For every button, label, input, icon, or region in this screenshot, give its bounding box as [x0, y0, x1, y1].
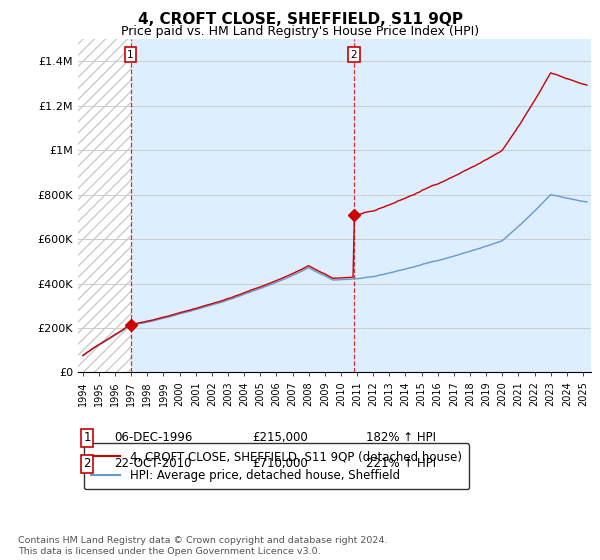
Text: 2: 2 [83, 457, 91, 470]
Text: 182% ↑ HPI: 182% ↑ HPI [366, 431, 436, 445]
Text: Contains HM Land Registry data © Crown copyright and database right 2024.
This d: Contains HM Land Registry data © Crown c… [18, 536, 388, 556]
Bar [131, 39, 354, 372]
Text: 1: 1 [83, 431, 91, 445]
Text: 1: 1 [127, 50, 134, 60]
Bar [78, 39, 131, 372]
Text: 221% ↑ HPI: 221% ↑ HPI [366, 457, 436, 470]
Text: 06-DEC-1996: 06-DEC-1996 [114, 431, 193, 445]
Text: £215,000: £215,000 [252, 431, 308, 445]
Text: 2: 2 [350, 50, 357, 60]
Text: £710,000: £710,000 [252, 457, 308, 470]
Legend: 4, CROFT CLOSE, SHEFFIELD, S11 9QP (detached house), HPI: Average price, detache: 4, CROFT CLOSE, SHEFFIELD, S11 9QP (deta… [84, 444, 469, 489]
Text: Price paid vs. HM Land Registry's House Price Index (HPI): Price paid vs. HM Land Registry's House … [121, 25, 479, 38]
Text: 22-OCT-2010: 22-OCT-2010 [114, 457, 191, 470]
Bar [354, 39, 591, 372]
Text: 4, CROFT CLOSE, SHEFFIELD, S11 9QP: 4, CROFT CLOSE, SHEFFIELD, S11 9QP [137, 12, 463, 27]
